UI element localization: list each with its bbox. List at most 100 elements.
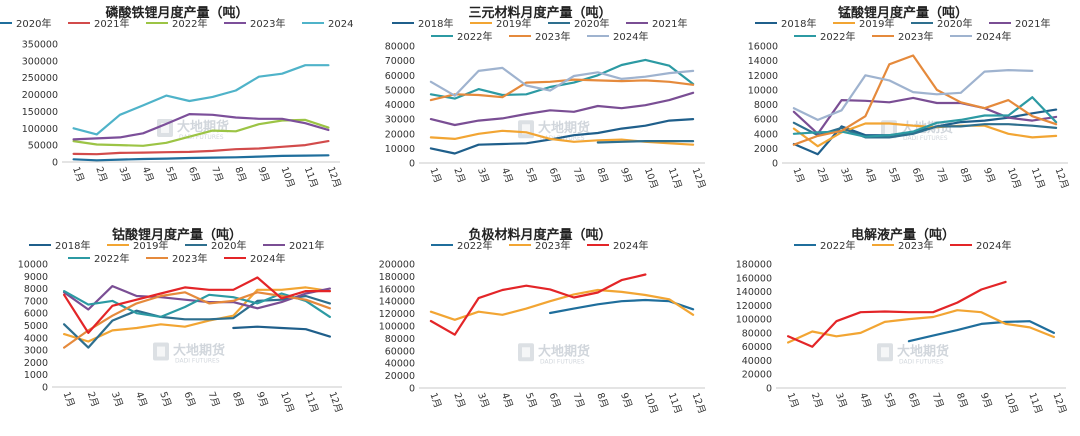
y-tick-label: 140000 [379,297,415,308]
x-tick-label: 2月 [814,166,830,184]
x-tick-label: 7月 [206,390,222,408]
x-tick-label: 8月 [954,391,970,409]
y-tick-label: 3000 [24,346,48,357]
series-line [429,78,695,102]
x-tick-label: 10月 [642,391,660,415]
y-tick-label: 0 [766,384,772,395]
svg-text:大地期货: 大地期货 [538,120,590,136]
y-tick-label: 120000 [379,309,415,320]
svg-text:大地期货: 大地期货 [897,343,949,359]
legend-label: 2024年 [613,239,648,252]
y-tick-label: 12000 [748,71,778,82]
x-tick-label: 3月 [838,166,854,184]
y-tick-label: 20000 [742,370,772,381]
y-tick-label: 250000 [22,73,58,84]
x-tick-label: 11月 [1029,166,1047,190]
y-tick-label: 100000 [22,124,58,135]
x-tick-label: 3月 [475,166,491,184]
y-tick-label: 120000 [736,301,772,312]
x-tick-label: 3月 [475,391,491,409]
x-tick-label: 1月 [70,165,86,183]
series-line [549,298,695,315]
chart-title: 三元材料月度产量（吨） [468,5,611,21]
series-line [72,113,330,141]
series-line [62,294,331,349]
x-tick-label: 9月 [255,165,271,183]
chart-panel: 大地期货 DADI FUTURES 电解液产量（吨） 2022年 2023年 2024年 0… [726,222,1080,434]
y-tick-label: 40000 [385,359,415,370]
legend-label: 2020年 [574,17,609,30]
x-tick-label: 7月 [570,166,586,184]
legend-label: 2020年 [937,17,972,30]
y-tick-label: 2000 [24,358,48,369]
x-tick-label: 10月 [1005,166,1023,190]
legend-label: 2019年 [859,17,894,30]
y-tick-label: 14000 [748,56,778,67]
x-tick-label: 12月 [1050,391,1068,415]
series-line [787,309,1055,344]
x-tick-label: 12月 [690,166,708,190]
x-tick-label: 2月 [809,391,825,409]
x-tick-label: 9月 [978,391,994,409]
series-line [429,118,695,155]
x-tick-label: 9月 [254,390,270,408]
legend-label: 2021年 [1015,17,1050,30]
x-tick-label: 1月 [427,391,443,409]
y-tick-label: 300000 [22,56,58,67]
x-tick-label: 7月 [209,165,225,183]
y-tick-label: 4000 [24,333,48,344]
legend-label: 2021年 [289,239,324,252]
series-line [429,58,695,100]
y-tick-label: 10000 [748,85,778,96]
y-tick-label: 6000 [754,115,778,126]
y-tick-label: 0 [52,158,58,169]
legend-label: 2022年 [172,17,207,30]
legend-label: 2022年 [457,30,492,43]
legend-label: 2018年 [55,239,90,252]
x-tick-label: 10月 [642,166,660,190]
y-tick-label: 0 [42,383,48,394]
chart-title: 锰酸锂月度产量（吨） [838,5,968,21]
legend-label: 2022年 [457,239,492,252]
x-tick-label: 5月 [523,391,539,409]
y-tick-label: 140000 [736,287,772,298]
legend-label: 2024年 [613,30,648,43]
svg-text:DADI FUTURES: DADI FUTURES [179,134,224,141]
chart-title: 钴酸锂月度产量（吨） [112,227,242,243]
x-tick-label: 9月 [618,166,634,184]
x-tick-label: 6月 [547,166,563,184]
legend-label: 2022年 [820,30,855,43]
legend-label: 2019年 [496,17,531,30]
y-tick-label: 60000 [742,342,772,353]
series-line [72,140,330,156]
x-tick-label: 1月 [61,390,77,408]
y-tick-label: 50000 [385,85,415,96]
x-tick-label: 4月 [133,390,149,408]
y-tick-label: 60000 [385,71,415,82]
y-tick-label: 0 [409,384,415,395]
chart-panel: 大地期货 DADI FUTURES 钴酸锂月度产量（吨） 2018年 2019年 2020… [0,222,354,434]
y-tick-label: 5000 [24,321,48,332]
chart-title: 负极材料月度产量（吨） [468,227,611,243]
svg-text:DADI FUTURES: DADI FUTURES [899,358,944,365]
legend-label: 2018年 [781,17,816,30]
legend-label: 2023年 [535,239,570,252]
legend-label: 2022年 [820,239,855,252]
y-tick-label: 200000 [379,260,415,271]
y-tick-label: 0 [409,159,415,170]
chart-panel: 大地期货 DADI FUTURES 三元材料月度产量（吨） 2018年 2019年 202… [363,0,717,212]
chart-title: 电解液产量（吨） [851,227,955,243]
series-line [429,273,647,336]
series-line [72,154,330,162]
series-line [792,121,1058,139]
x-tick-label: 5月 [523,166,539,184]
x-tick-label: 6月 [547,391,563,409]
series-line [787,280,1007,348]
x-tick-label: 11月 [302,165,320,189]
y-tick-label: 6000 [24,309,48,320]
x-tick-label: 10月 [279,165,297,189]
